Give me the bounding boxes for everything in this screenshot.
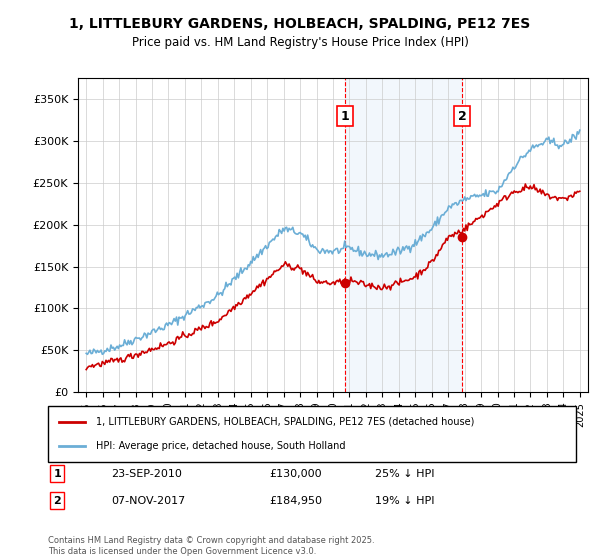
Bar [345, 78, 462, 392]
Text: £184,950: £184,950 [270, 496, 323, 506]
Text: 1: 1 [341, 110, 349, 123]
Text: 1, LITTLEBURY GARDENS, HOLBEACH, SPALDING, PE12 7ES (detached house): 1, LITTLEBURY GARDENS, HOLBEACH, SPALDIN… [95, 417, 474, 427]
Text: 23-SEP-2010: 23-SEP-2010 [112, 469, 182, 479]
Text: 2: 2 [53, 496, 61, 506]
Text: 19% ↓ HPI: 19% ↓ HPI [376, 496, 435, 506]
FancyBboxPatch shape [48, 406, 576, 462]
Text: Contains HM Land Registry data © Crown copyright and database right 2025.
This d: Contains HM Land Registry data © Crown c… [48, 536, 374, 556]
Text: Price paid vs. HM Land Registry's House Price Index (HPI): Price paid vs. HM Land Registry's House … [131, 36, 469, 49]
Text: 1: 1 [53, 469, 61, 479]
Text: 25% ↓ HPI: 25% ↓ HPI [376, 469, 435, 479]
Text: 1, LITTLEBURY GARDENS, HOLBEACH, SPALDING, PE12 7ES: 1, LITTLEBURY GARDENS, HOLBEACH, SPALDIN… [70, 17, 530, 31]
Text: 07-NOV-2017: 07-NOV-2017 [112, 496, 185, 506]
Text: HPI: Average price, detached house, South Holland: HPI: Average price, detached house, Sout… [95, 441, 345, 451]
Text: 2: 2 [458, 110, 467, 123]
Text: £130,000: £130,000 [270, 469, 322, 479]
